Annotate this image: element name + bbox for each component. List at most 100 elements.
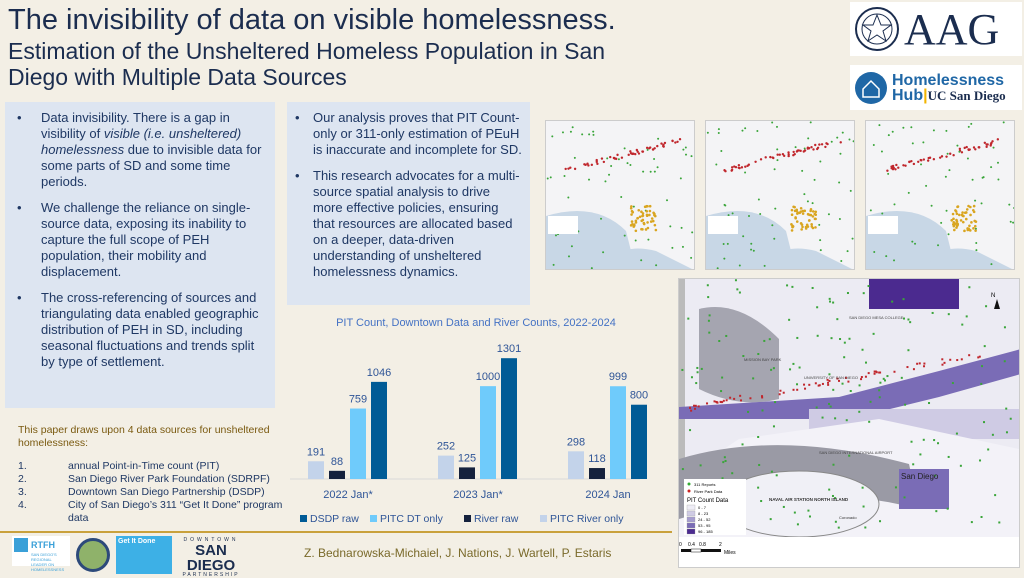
map-label: Coronado	[839, 515, 857, 520]
report-point	[979, 459, 982, 462]
rtfh-logo: RTFH SAN DIEGO'S REGIONAL LEADER ON HOME…	[12, 536, 70, 572]
report-point	[772, 425, 775, 428]
data-label: 759	[349, 394, 367, 406]
report-point	[681, 368, 684, 371]
report-point	[878, 396, 881, 399]
report-point	[734, 279, 737, 282]
report-point	[903, 317, 906, 320]
report-point	[862, 292, 865, 295]
river-point	[860, 378, 863, 381]
data-label: 1301	[497, 343, 521, 355]
report-point	[747, 410, 750, 413]
legend-swatch	[464, 515, 471, 522]
pit-count-map[interactable]: SAN DIEGO MESA COLLEGE MISSION BAY PARK …	[678, 278, 1020, 568]
rtfh-text: RTFH	[31, 540, 55, 550]
river-point	[941, 363, 944, 366]
river-point	[879, 371, 882, 374]
report-point	[891, 300, 894, 303]
legend-class: 0 - 7	[698, 505, 707, 510]
report-point	[933, 439, 936, 442]
report-point	[828, 297, 831, 300]
report-point	[793, 511, 796, 514]
report-point	[959, 464, 962, 467]
river-point	[779, 389, 782, 392]
authors: Z. Bednarowska-Michaiel, J. Nations, J. …	[304, 546, 612, 560]
report-point	[700, 367, 703, 370]
data-label: 88	[331, 456, 343, 468]
poster-title: The invisibility of data on visible home…	[8, 4, 616, 36]
bar	[350, 408, 366, 479]
report-point	[689, 429, 692, 432]
river-point	[821, 382, 824, 385]
map-label: SAN DIEGO INTERNATIONAL AIRPORT	[819, 450, 893, 455]
legend-title: PIT Count Data	[687, 498, 729, 504]
house-icon	[855, 71, 887, 104]
report-point	[832, 463, 835, 466]
house-icon	[14, 538, 28, 552]
river-point	[814, 382, 817, 385]
report-point	[837, 526, 840, 529]
category-label: 2023 Jan*	[453, 489, 503, 501]
report-point	[796, 523, 799, 526]
river-point	[960, 358, 963, 361]
report-point	[910, 440, 913, 443]
report-point	[829, 300, 832, 303]
data-label: 298	[567, 436, 585, 448]
report-point	[965, 315, 968, 318]
sources-heading: This paper draws upon 4 data sources for…	[18, 424, 270, 449]
report-point	[980, 382, 983, 385]
source-text: annual Point-in-Time count (PIT)	[68, 460, 220, 472]
map-label: NAVAL AIR STATION NORTH ISLAND	[769, 497, 849, 502]
legend-class: 24 - 52	[698, 517, 711, 522]
report-point	[708, 331, 711, 334]
bullet-item: This research advocates for a multi-sour…	[287, 168, 522, 280]
data-label: 191	[307, 446, 325, 458]
river-point	[949, 358, 952, 361]
report-point	[845, 419, 848, 422]
report-point	[970, 521, 973, 524]
data-label: 999	[609, 371, 627, 383]
river-point	[941, 358, 944, 361]
river-point	[694, 407, 697, 410]
report-point	[721, 376, 724, 379]
report-point	[774, 401, 777, 404]
bullet-text: Data invisibility. There is a gap in vis…	[41, 110, 230, 141]
source-text: Downtown San Diego Partnership (DSDP)	[68, 486, 265, 498]
data-label: 252	[437, 441, 455, 453]
report-point	[725, 334, 728, 337]
river-point	[721, 401, 724, 404]
report-point	[828, 373, 831, 376]
report-point	[752, 377, 755, 380]
bar	[480, 386, 496, 479]
river-point	[875, 371, 878, 374]
chart-title: PIT Count, Downtown Data and River Count…	[336, 317, 616, 329]
report-point	[983, 345, 986, 348]
report-point	[736, 288, 739, 291]
data-sources: This paper draws upon 4 data sources for…	[18, 424, 283, 525]
report-point	[839, 338, 842, 341]
report-point	[843, 341, 846, 344]
report-point	[858, 410, 861, 413]
river-point	[873, 372, 876, 375]
num: 3.	[18, 486, 27, 498]
rtfh-sub: SAN DIEGO'S REGIONAL LEADER ON HOMELESSN…	[31, 552, 65, 572]
scale-tick: 2	[719, 542, 722, 548]
north-arrow	[994, 299, 1000, 309]
river-point	[729, 396, 732, 399]
river-point	[690, 409, 693, 412]
river-point	[804, 387, 807, 390]
report-point	[951, 382, 954, 385]
report-point	[816, 306, 819, 309]
report-point	[907, 318, 910, 321]
source-item: 1. annual Point-in-Time count (PIT)	[18, 460, 283, 473]
river-point	[828, 379, 831, 382]
report-point	[722, 461, 725, 464]
report-point	[807, 509, 810, 512]
report-point	[987, 448, 990, 451]
report-point	[834, 520, 837, 523]
report-point	[786, 284, 789, 287]
gid-text: Get It Done	[118, 538, 156, 545]
bullet-text: due to invisible data for some parts of …	[41, 142, 262, 189]
report-point	[808, 515, 811, 518]
bullet-item: Data invisibility. There is a gap in vis…	[5, 110, 267, 190]
